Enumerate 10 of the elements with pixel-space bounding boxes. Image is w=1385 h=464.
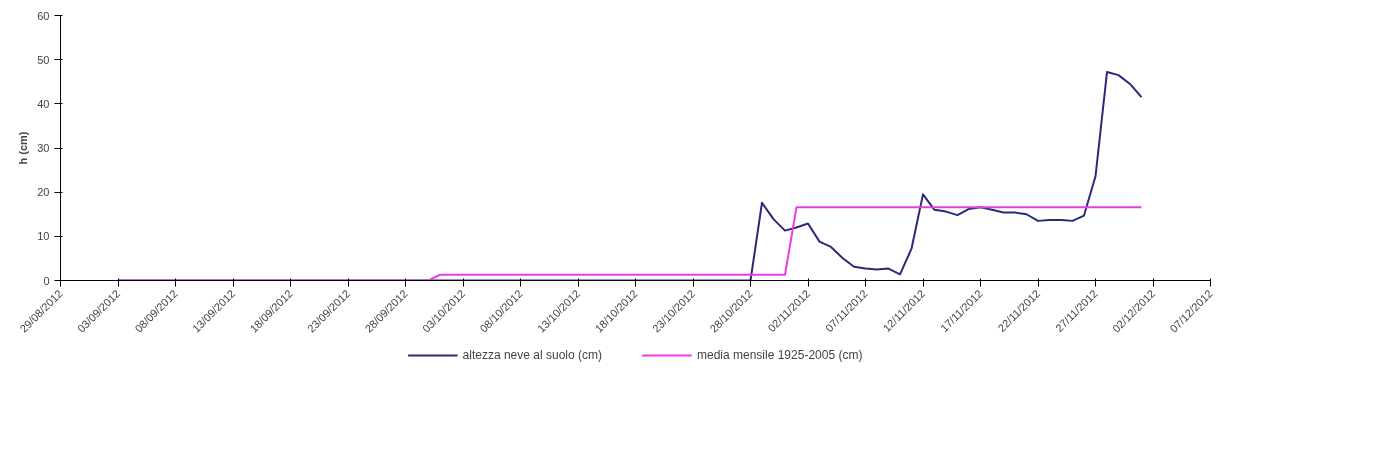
y-tick-label: 0 [43,274,50,287]
legend-label: media mensile 1925-2005 (cm) [696,348,863,362]
y-axis-title: h (cm) [17,131,30,165]
legend-label: altezza neve al suolo (cm) [462,348,602,362]
y-tick-label: 10 [37,230,50,243]
y-tick-label: 60 [37,9,50,22]
y-tick-label: 20 [37,186,50,199]
y-tick-label: 30 [37,142,50,154]
y-tick-label: 50 [37,53,50,66]
y-tick-label: 40 [37,97,50,110]
